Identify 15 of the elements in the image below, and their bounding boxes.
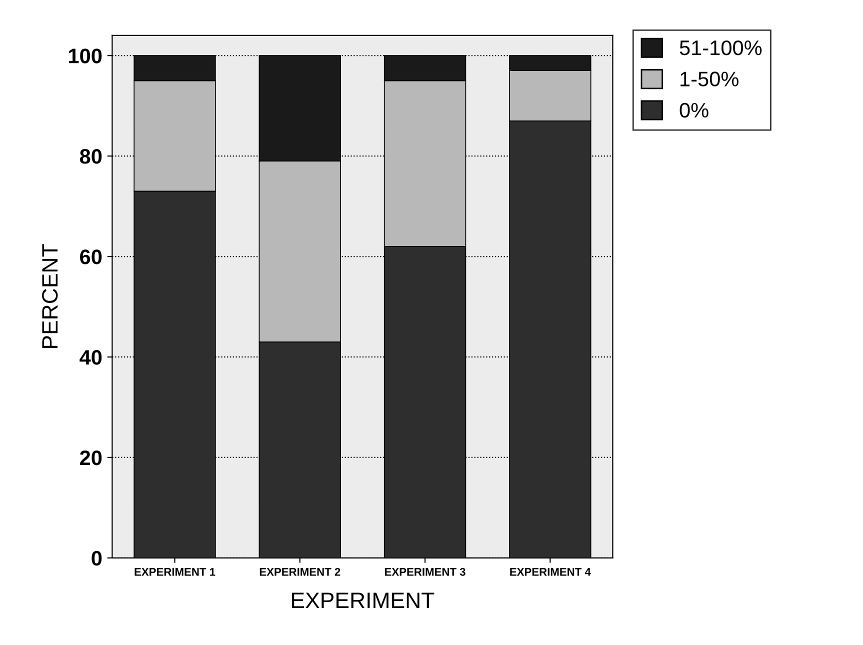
x-tick-label: EXPERIMENT 2 [260, 568, 340, 576]
x-tick-label: EXPERIMENT 4 [510, 568, 591, 576]
y-tick-label: 20 [80, 450, 102, 466]
y-tick-label: 40 [80, 350, 102, 365]
x-tick-label: EXPERIMENT 1 [134, 568, 216, 576]
legend-label: 0% [680, 102, 708, 118]
y-tick-label: 60 [80, 250, 102, 264]
legend-label: 1-50% [680, 72, 738, 86]
y-tick-label: 80 [80, 149, 102, 164]
x-tick-label: EXPERIMENT 3 [385, 568, 466, 576]
x-axis-title: EXPERIMENT [292, 592, 434, 608]
y-tick-label: 0 [92, 550, 102, 566]
y-axis-title: PERCENT [42, 244, 58, 348]
legend-label: 51-100% [680, 40, 762, 56]
y-tick-label: 100 [69, 48, 102, 64]
